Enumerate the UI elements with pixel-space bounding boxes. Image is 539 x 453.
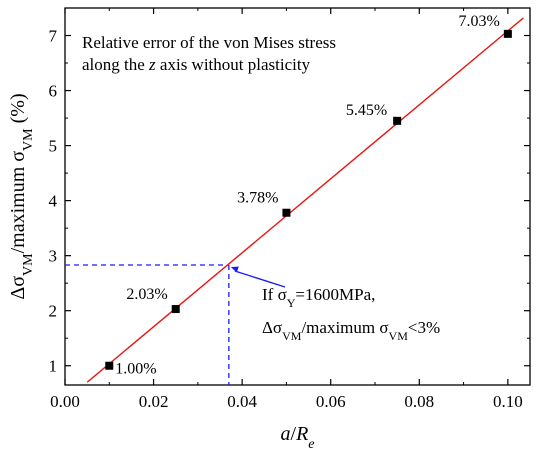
x-axis-title: a/Re [281, 423, 315, 452]
data-label: 2.03% [126, 286, 167, 303]
x-tick-label: 0.04 [227, 392, 257, 411]
tick-labels: 0.00 0.02 0.04 0.06 0.08 0.10 1 2 3 4 5 6 7 [49, 27, 523, 411]
data-point [393, 116, 402, 125]
annotation-title-line: along the z axis without plasticity [82, 55, 311, 74]
annotation-arrow-line [234, 270, 286, 288]
data-point [282, 208, 291, 217]
y-tick-label: 1 [49, 357, 58, 376]
data-point [171, 305, 180, 314]
x-tick-label: 0.00 [50, 392, 80, 411]
annotation-condition-line: If σY=1600MPa, [262, 285, 375, 310]
y-axis-title: ΔσVM/maximum σVM (%) [7, 93, 36, 299]
axis-ticks [64, 8, 530, 385]
annotation-result-line: ΔσVM/maximum σVM<3% [262, 318, 440, 343]
data-labels: 1.00% 2.03% 3.78% 5.45% 7.03% [115, 13, 500, 378]
annotation-title-line: Relative error of the von Mises stress [82, 33, 336, 52]
x-tick-label: 0.06 [316, 392, 346, 411]
y-tick-label: 2 [49, 302, 58, 321]
y-tick-label: 5 [49, 137, 58, 156]
y-tick-label: 6 [49, 82, 58, 101]
fit-line [86, 17, 524, 383]
y-tick-label: 7 [49, 27, 58, 46]
annotation-arrowhead [230, 266, 239, 273]
x-tick-label: 0.02 [139, 392, 169, 411]
annotations: Relative error of the von Mises stress al… [82, 33, 440, 343]
data-label: 5.45% [346, 102, 387, 119]
data-label: 3.78% [237, 190, 278, 207]
data-point [503, 29, 512, 38]
x-tick-label: 0.08 [404, 392, 434, 411]
x-tick-label: 0.10 [493, 392, 523, 411]
y-tick-label: 3 [49, 247, 58, 266]
y-tick-label: 4 [49, 192, 58, 211]
data-point [105, 361, 114, 370]
reference-lines [65, 264, 230, 385]
data-points [105, 29, 512, 370]
plot-frame [64, 7, 531, 386]
data-label: 7.03% [459, 13, 500, 30]
data-label: 1.00% [115, 361, 156, 378]
axis-titles: a/Re ΔσVM/maximum σVM (%) [7, 93, 315, 451]
